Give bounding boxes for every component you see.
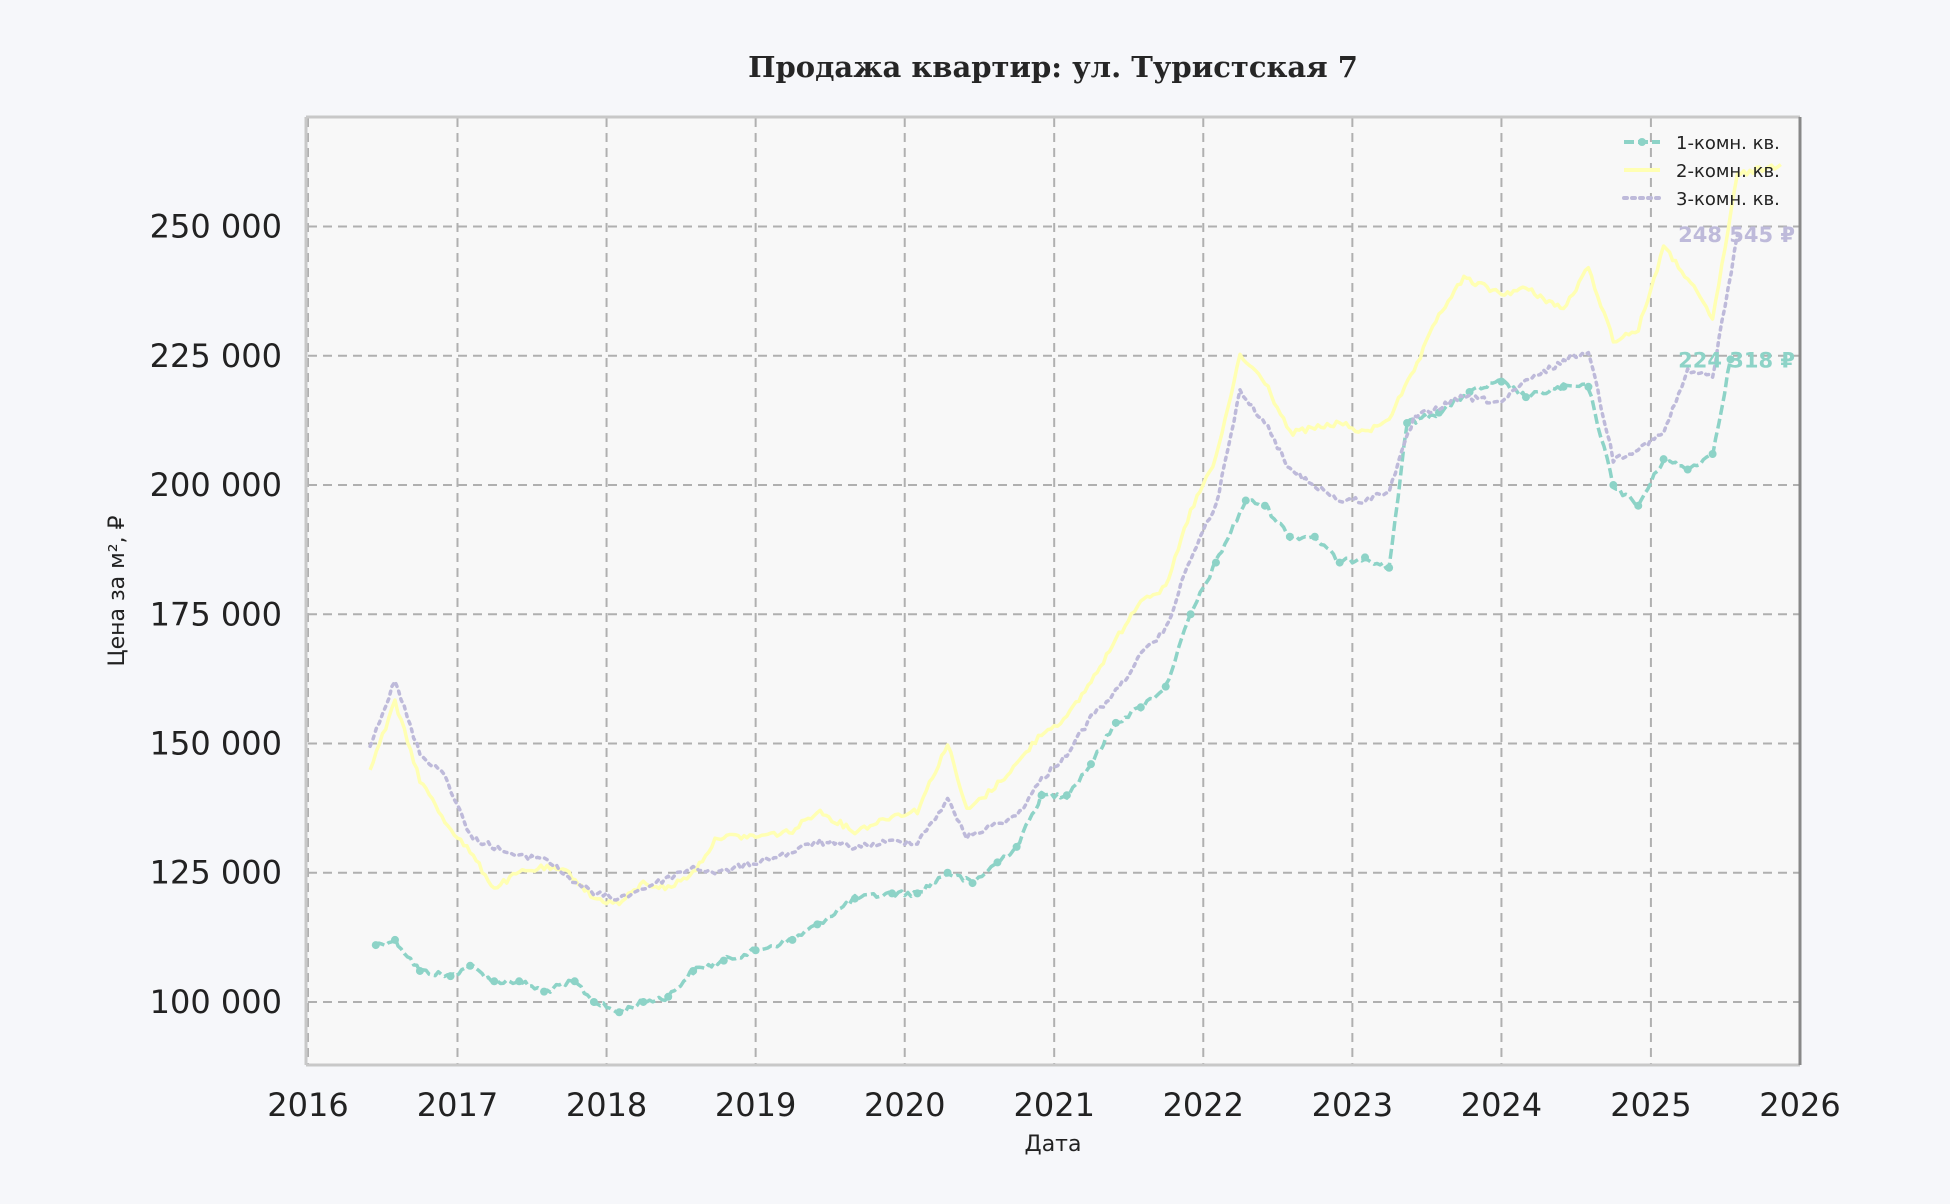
legend-label-3: 3-комн. кв. <box>1676 189 1780 210</box>
x-tick-label: 2021 <box>1013 1086 1094 1124</box>
series-point-1 <box>1361 553 1370 562</box>
y-tick-label: 175 000 <box>150 595 282 633</box>
series-point-1 <box>888 889 897 898</box>
series-point-1 <box>1683 465 1692 474</box>
legend-label-1: 1-комн. кв. <box>1676 133 1780 154</box>
series-lines <box>368 163 1782 1017</box>
y-tick-label: 200 000 <box>150 466 282 504</box>
series-point-1 <box>1062 791 1071 800</box>
y-tick-label: 150 000 <box>150 724 282 762</box>
series-point-1 <box>1136 703 1145 712</box>
series-point-1 <box>788 935 797 944</box>
series-point-1 <box>913 889 922 898</box>
end-label-3: 248 545 ₽ <box>1678 223 1795 247</box>
series-point-1 <box>1186 610 1195 619</box>
series-point-1 <box>689 966 698 975</box>
series-point-1 <box>943 868 952 877</box>
x-tick-label: 2020 <box>864 1086 945 1124</box>
series-point-1 <box>371 941 380 950</box>
series-point-1 <box>466 961 475 970</box>
legend-label-2: 2-комн. кв. <box>1676 161 1780 182</box>
y-tick-label: 225 000 <box>150 337 282 375</box>
legend: 1-комн. кв. 2-комн. кв. 3-комн. кв. <box>1622 133 1780 210</box>
series-point-1 <box>490 977 499 986</box>
series-point-1 <box>1086 760 1095 769</box>
series-point-1 <box>1335 558 1344 567</box>
series-point-1 <box>589 997 598 1006</box>
series-point-1 <box>415 966 424 975</box>
series-point-1 <box>1521 393 1530 402</box>
series-point-1 <box>390 935 399 944</box>
series-line-1 <box>374 358 1733 1015</box>
series-point-1 <box>1708 450 1717 459</box>
series-point-1 <box>664 992 673 1001</box>
x-tick-label: 2019 <box>715 1086 796 1124</box>
y-tick-label: 125 000 <box>150 854 282 892</box>
y-tick-label: 250 000 <box>150 208 282 246</box>
series-point-1 <box>1211 558 1220 567</box>
series-point-1 <box>719 956 728 965</box>
x-tick-label: 2016 <box>267 1086 348 1124</box>
series-point-1 <box>813 920 822 929</box>
series-line-3 <box>368 232 1740 902</box>
x-tick-label: 2018 <box>566 1086 647 1124</box>
series-point-1 <box>1659 455 1668 464</box>
x-tick-label: 2022 <box>1163 1086 1244 1124</box>
series-point-1 <box>1403 418 1412 427</box>
series-point-1 <box>540 987 549 996</box>
series-point-1 <box>1012 842 1021 851</box>
series-point-1 <box>1285 532 1294 541</box>
series-point-1 <box>1584 382 1593 391</box>
series-point-1 <box>1726 355 1735 364</box>
x-tick-label: 2023 <box>1312 1086 1393 1124</box>
series-point-1 <box>1559 382 1568 391</box>
series-point-1 <box>850 894 859 903</box>
x-tick-label: 2017 <box>417 1086 498 1124</box>
series-point-1 <box>515 977 524 986</box>
series-point-1 <box>1111 718 1120 727</box>
x-axis-label: Дата <box>1025 1132 1082 1157</box>
series-point-1 <box>1497 377 1506 386</box>
series-point-1 <box>1385 563 1394 572</box>
series-point-1 <box>1161 682 1170 691</box>
series-point-1 <box>1310 532 1319 541</box>
series-point-1 <box>1241 496 1250 505</box>
y-axis-label: Цена за м², ₽ <box>105 515 130 666</box>
series-point-1 <box>751 946 760 955</box>
x-tick-label: 2026 <box>1759 1086 1840 1124</box>
series-point-1 <box>1609 481 1618 490</box>
series-point-1 <box>1634 501 1643 510</box>
series-point-1 <box>968 879 977 888</box>
series-point-1 <box>1037 791 1046 800</box>
x-tick-label: 2024 <box>1461 1086 1542 1124</box>
series-point-1 <box>1465 387 1474 396</box>
series-point-1 <box>570 977 579 986</box>
series-point-1 <box>993 858 1002 867</box>
y-tick-label: 100 000 <box>150 983 282 1021</box>
end-label-1: 224 318 ₽ <box>1678 348 1795 372</box>
axes <box>304 115 1802 1067</box>
series-point-1 <box>1260 501 1269 510</box>
x-tick-label: 2025 <box>1610 1086 1691 1124</box>
legend-marker <box>1638 138 1646 146</box>
series-point-1 <box>639 997 648 1006</box>
end-labels: 224 318 ₽ 248 545 ₽ <box>1678 223 1795 372</box>
series-point-1 <box>615 1008 624 1017</box>
chart-title: Продажа квартир: ул. Туристская 7 <box>748 50 1358 84</box>
tick-labels: 2016 2017 2018 2019 2020 2021 2022 2023 2024 2025… <box>150 208 1841 1124</box>
series-point-1 <box>446 972 455 981</box>
series-line-2 <box>368 163 1782 907</box>
